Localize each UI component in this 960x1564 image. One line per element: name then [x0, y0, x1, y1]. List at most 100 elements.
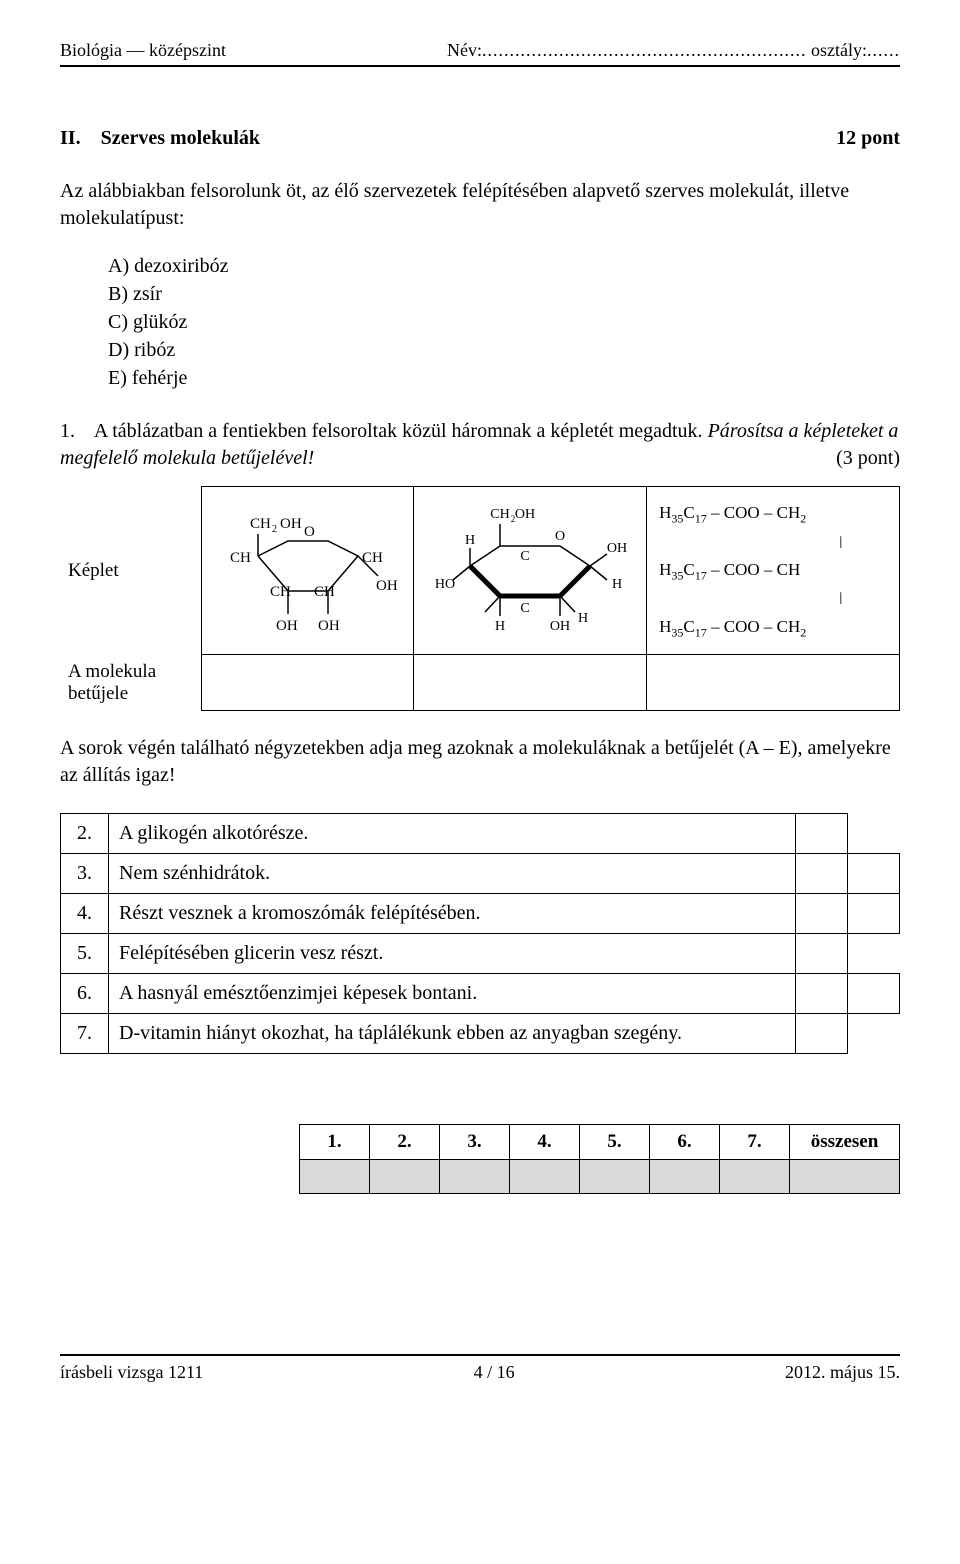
stmt-answer-box[interactable]	[796, 974, 848, 1014]
formula-answer-3[interactable]	[647, 655, 900, 711]
formula-answer-1[interactable]	[202, 655, 414, 711]
stmt-num: 4.	[61, 894, 109, 934]
name-dots: ........................................…	[482, 40, 807, 60]
svg-text:C: C	[521, 549, 530, 564]
stmt-text: Felépítésében glicerin vesz részt.	[109, 934, 796, 974]
stmt-answer-box-2[interactable]	[848, 974, 900, 1014]
svg-text:H: H	[578, 611, 588, 626]
t2e: – COO – CH	[707, 560, 801, 579]
class-dots: ......	[867, 40, 900, 60]
option-b-text: zsír	[133, 283, 162, 305]
stmt-answer-box[interactable]	[796, 854, 848, 894]
formula-row-answers: A molekula betűjele	[60, 655, 900, 711]
t2d: 17	[695, 568, 707, 582]
t3d: 17	[695, 625, 707, 639]
formula-answer-2[interactable]	[414, 655, 647, 711]
stmt-text: Részt vesznek a kromoszómák felépítésébe…	[109, 894, 796, 934]
trig-line-2: H35C17 – COO – CH	[659, 556, 887, 586]
glucose-structure-icon: CH2OH O H OH H HO H	[425, 496, 635, 646]
score-col: 1.	[300, 1125, 370, 1160]
score-cell[interactable]	[300, 1160, 370, 1194]
score-col: 3.	[440, 1125, 510, 1160]
svg-text:CH: CH	[491, 507, 510, 522]
score-col: 5.	[580, 1125, 650, 1160]
statement-row-2: 2. A glikogén alkotórésze.	[61, 814, 900, 854]
t1b: 35	[671, 511, 683, 525]
section-number: II.	[60, 127, 81, 149]
formula-row-images: Képlet CH2 OH O CH CH OH CH	[60, 487, 900, 655]
svg-text:H: H	[612, 577, 622, 592]
svg-text:OH: OH	[607, 541, 627, 556]
t2b: 35	[671, 568, 683, 582]
footer-right: 2012. május 15.	[785, 1362, 900, 1383]
stmt-num: 6.	[61, 974, 109, 1014]
t3e: – COO – CH	[707, 617, 801, 636]
stmt-answer-box[interactable]	[796, 1014, 848, 1054]
page: Biológia — középszint Név:..............…	[0, 0, 960, 1564]
score-col: 6.	[650, 1125, 720, 1160]
stmt-num: 3.	[61, 854, 109, 894]
option-e-text: fehérje	[132, 367, 188, 389]
svg-text:OH: OH	[515, 507, 535, 522]
score-cell[interactable]	[580, 1160, 650, 1194]
t1f: 2	[800, 511, 806, 525]
score-col-total: összesen	[790, 1125, 900, 1160]
score-cell[interactable]	[440, 1160, 510, 1194]
stmt-num: 7.	[61, 1014, 109, 1054]
formula-cell-2: CH2OH O H OH H HO H	[414, 487, 647, 655]
t3b: 35	[671, 625, 683, 639]
stmt-answer-box[interactable]	[796, 894, 848, 934]
svg-text:2: 2	[272, 524, 277, 535]
score-cell[interactable]	[370, 1160, 440, 1194]
formula-rowhead-1: Képlet	[60, 487, 202, 655]
t1c: C	[683, 503, 694, 522]
class-label: osztály:	[811, 40, 867, 60]
stmt-text: D-vitamin hiányt okozhat, ha táplálékunk…	[109, 1014, 796, 1054]
score-cell[interactable]	[720, 1160, 790, 1194]
q1-number: 1.	[60, 420, 75, 442]
stmt-answer-box[interactable]	[796, 814, 848, 854]
trig-bar-1: ǀ	[659, 529, 887, 556]
header-subject: Biológia — középszint	[60, 40, 226, 61]
score-col: 4.	[510, 1125, 580, 1160]
score-cell-total[interactable]	[790, 1160, 900, 1194]
stmt-answer-box[interactable]	[796, 934, 848, 974]
stmt-answer-box-2[interactable]	[848, 894, 900, 934]
option-a-text: dezoxiribóz	[134, 255, 228, 277]
header-rule	[60, 65, 900, 67]
statement-row-3: 3. Nem szénhidrátok.	[61, 854, 900, 894]
question-1: 1. A táblázatban a fentiekben felsorolta…	[60, 418, 900, 472]
option-e: E) fehérje	[108, 364, 900, 392]
t3a: H	[659, 617, 671, 636]
t2c: C	[683, 560, 694, 579]
option-list: A) dezoxiribóz B) zsír C) glükóz D) ribó…	[108, 252, 900, 392]
statements-table: 2. A glikogén alkotórésze. 3. Nem szénhi…	[60, 813, 900, 1054]
option-c: C) glükóz	[108, 308, 900, 336]
footer-left: írásbeli vizsga 1211	[60, 1362, 203, 1383]
stmt-text: A hasnyál emésztőenzimjei képesek bontan…	[109, 974, 796, 1014]
score-fill-row	[300, 1160, 900, 1194]
svg-text:CH: CH	[230, 550, 251, 566]
trig-line-1: H35C17 – COO – CH2	[659, 499, 887, 529]
t3c: C	[683, 617, 694, 636]
svg-text:OH: OH	[550, 619, 570, 634]
t1a: H	[659, 503, 671, 522]
trig-bar-2: ǀ	[659, 585, 887, 612]
ribose-structure-icon: CH2 OH O CH CH OH CH CH OH OH	[218, 496, 398, 646]
section-title-text: Szerves molekulák	[101, 127, 260, 149]
stmt-answer-box-2[interactable]	[848, 854, 900, 894]
svg-text:H: H	[465, 533, 475, 548]
page-header: Biológia — középszint Név:..............…	[60, 40, 900, 61]
svg-text:OH: OH	[276, 618, 298, 634]
statement-row-6: 6. A hasnyál emésztőenzimjei képesek bon…	[61, 974, 900, 1014]
q1-points: (3 pont)	[836, 445, 900, 472]
footer-center: 4 / 16	[474, 1362, 515, 1383]
score-cell[interactable]	[510, 1160, 580, 1194]
option-b: B) zsír	[108, 280, 900, 308]
intro-text: Az alábbiakban felsorolunk öt, az élő sz…	[60, 178, 900, 232]
stmt-text: Nem szénhidrátok.	[109, 854, 796, 894]
section-left: II. Szerves molekulák	[60, 127, 260, 150]
score-cell[interactable]	[650, 1160, 720, 1194]
svg-text:O: O	[555, 529, 565, 544]
stmt-num: 2.	[61, 814, 109, 854]
